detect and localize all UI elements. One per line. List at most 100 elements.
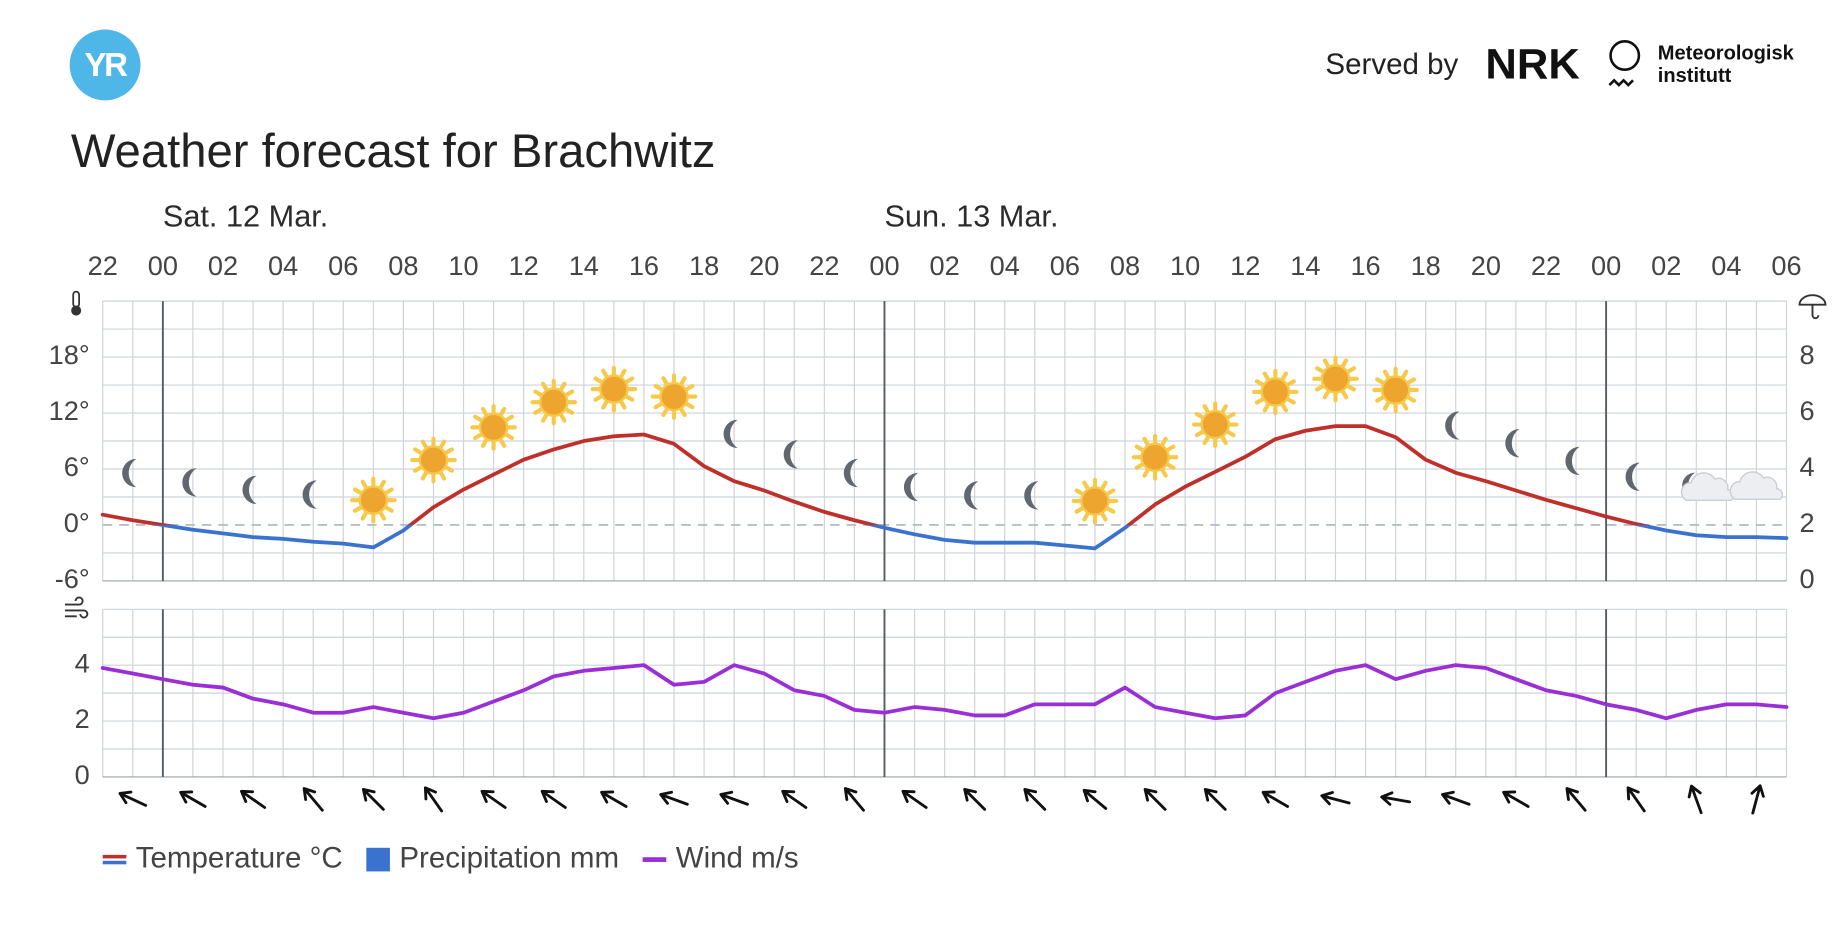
sun-ray [1340,389,1349,400]
x-tick-label: 14 [1290,250,1320,281]
sun-ray [1134,462,1145,470]
wind-arrow [1502,790,1530,808]
sun-ray [1322,358,1331,369]
sun-ray [679,406,687,418]
y-tick-label: -6° [55,563,90,594]
series-line [100,424,1789,551]
x-tick-label: 00 [869,250,899,281]
sun-ray [1099,511,1108,522]
weather-symbol-moon [964,481,979,510]
sun-ray [1280,402,1289,413]
sun-ray [679,376,687,387]
x-tick-label: 06 [1050,250,1080,281]
weather-symbol-sun [590,365,638,413]
logo-circle [69,29,141,101]
served-by: Served by [1325,48,1458,81]
wind-arrow [901,789,928,809]
wind-arrow [423,786,444,813]
y2-tick-label: 4 [1799,451,1814,482]
sun-ray [473,414,484,423]
sun-ray [684,383,695,392]
y2-tick-label: 8 [1799,339,1814,370]
sun-ray [1194,429,1206,438]
sun-ray [352,505,364,513]
x-tick-label: 00 [1591,250,1621,281]
sun-ray [1285,396,1296,405]
legend-swatch [642,857,667,862]
wind-arrow [1082,788,1108,810]
sun-ray [1400,400,1409,411]
x-tick-label: 22 [88,250,118,281]
sun-ray [412,465,424,473]
sun-ray [1405,377,1417,386]
sun-ray [593,394,604,402]
weather-symbol-sun [1312,355,1359,403]
x-tick-label: 02 [208,250,238,281]
sun-ray [601,399,609,410]
sun-ray [1340,358,1349,369]
x-tick-label: 04 [1711,250,1741,281]
weather-symbol-moon [1625,462,1640,491]
x-tick-label: 12 [509,250,539,281]
sun-ray [1105,506,1116,514]
weather-symbol-sun [350,476,397,524]
weather-symbol-moon [122,458,137,488]
sun-ray [498,437,507,448]
logo: YR [84,47,128,84]
sun-ray [438,439,447,450]
sun-ray [684,401,695,410]
weather-symbol-cloud [1729,471,1784,501]
x-tick-label: 20 [749,250,779,281]
sun-ray [1375,395,1386,403]
sun-disc [478,412,509,443]
y-tick-label: 6° [64,451,90,482]
weather-symbol-moon [1024,481,1039,510]
sun-ray [1225,411,1236,420]
weather-symbol-moon [783,440,798,469]
weather-symbol-sun [1372,366,1419,414]
sun-ray [1202,434,1211,446]
sun-ray [420,439,429,450]
sun-ray [1165,444,1176,453]
sun-disc [659,381,689,412]
weather-symbol-moon [1445,411,1460,440]
sun-ray [1082,511,1090,522]
sun-ray [503,414,515,423]
x-tick-label: 08 [1110,250,1140,281]
x-tick-label: 02 [1651,250,1681,281]
sun-ray [533,389,544,398]
legend-label: Wind m/s [676,841,799,874]
wind-arrow [1626,786,1646,813]
weather-symbol-moon [1505,429,1520,458]
weather-symbol-moon [182,468,197,497]
weather-symbol-moon [903,472,919,502]
x-tick-label: 10 [448,250,478,281]
y-tick-label: 0 [75,759,90,790]
sun-ray [1262,402,1271,413]
x-tick-label: 14 [569,250,599,281]
wind-arrow [1380,791,1411,806]
sun-ray [503,432,515,441]
wind-arrow [1023,787,1047,811]
x-tick-label: 08 [388,250,418,281]
sun-ray [412,447,424,456]
sun-disc [1260,377,1291,407]
sun-ray [1202,404,1211,415]
sun-ray [1262,371,1271,382]
sun-ray [1280,371,1289,382]
wind-arrow [480,789,507,809]
wind-arrow [1687,784,1703,815]
wind-icon [64,596,89,619]
weather-symbol-sun [1131,433,1179,481]
wind-arrow [1143,787,1167,811]
weather-symbol-moon [242,475,257,505]
wind-arrow [719,790,749,806]
chart-title: Weather forecast for Brachwitz [71,125,716,178]
sun-ray [1225,429,1236,438]
weather-symbol-moon [1565,446,1580,476]
sun-ray [1220,434,1228,446]
x-tick-label: 20 [1471,250,1501,281]
legend-swatch [102,854,127,859]
y2-tick-label: 0 [1799,563,1814,594]
